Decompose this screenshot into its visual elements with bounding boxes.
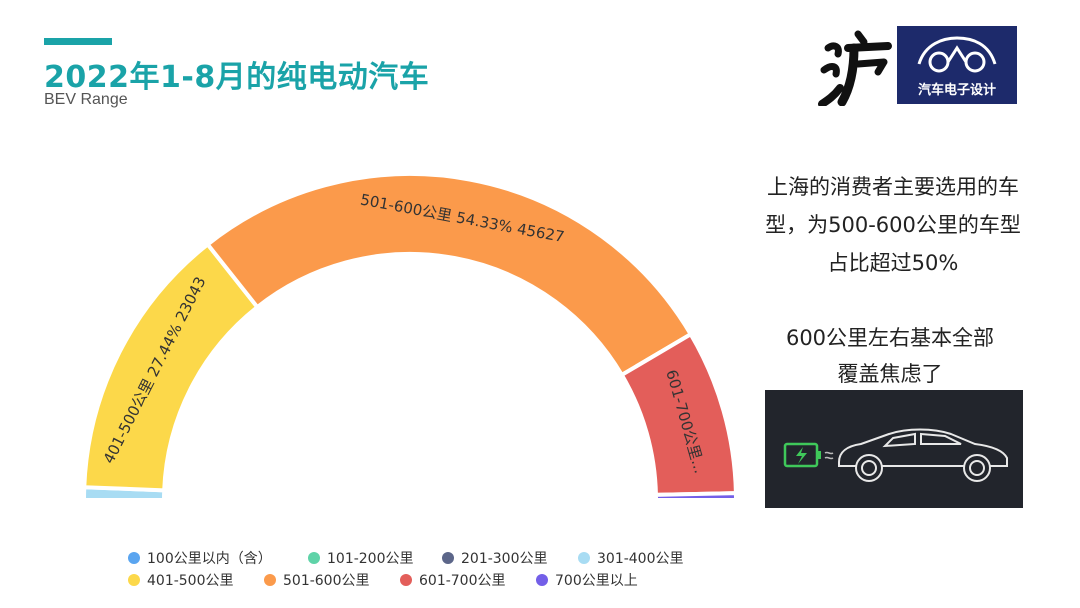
legend-item[interactable]: 501-600公里 [264,570,370,590]
sports-car-icon [838,428,1008,482]
legend-item[interactable]: 101-200公里 [308,548,414,568]
brand-logo: 汽车电子设计 [897,26,1017,104]
legend-label: 301-400公里 [597,551,684,567]
note1-line: 占比超过50% [827,251,959,275]
calligraphy-logo [818,30,892,106]
ev-charging-illustration [765,390,1023,508]
legend-label: 401-500公里 [147,573,234,589]
donut-slice[interactable] [653,491,739,502]
legend-swatch [578,552,590,564]
note2-line: 600公里左右基本全部 [785,326,995,350]
legend-item[interactable]: 601-700公里 [400,570,506,590]
legend-item[interactable]: 700公里以上 [536,570,638,590]
legend-swatch [264,574,276,586]
legend-swatch [308,552,320,564]
insight-note-2: 600公里左右基本全部 覆盖焦虑了 [760,320,1020,392]
legend-swatch [400,574,412,586]
legend-swatch [442,552,454,564]
page-title: 2022年1-8月的纯电动汽车 [44,60,430,95]
legend-swatch [128,552,140,564]
legend-item[interactable]: 401-500公里 [128,570,234,590]
legend-label: 101-200公里 [327,551,414,567]
legend-item[interactable]: 201-300公里 [442,548,548,568]
logo-text: 汽车电子设计 [917,83,996,98]
note1-line: 型，为500-600公里的车型 [765,213,1021,237]
legend-label: 700公里以上 [555,573,638,589]
legend-item[interactable]: 301-400公里 [578,548,684,568]
insight-note-1: 上海的消费者主要选用的车 型，为500-600公里的车型 占比超过50% [738,168,1048,282]
legend-label: 100公里以内（含） [147,551,272,567]
car-outline-icon [917,36,997,73]
legend-label: 501-600公里 [283,573,370,589]
legend-swatch [128,574,140,586]
legend-label: 201-300公里 [461,551,548,567]
legend-label: 601-700公里 [419,573,506,589]
legend-item[interactable]: 100公里以内（含） [128,548,272,568]
donut-slice[interactable] [204,172,694,378]
lightning-icon [796,447,807,464]
title-accent-bar [44,38,112,45]
note2-line: 覆盖焦虑了 [837,362,943,386]
legend-swatch [536,574,548,586]
note1-line: 上海的消费者主要选用的车 [767,175,1019,199]
page-subtitle: BEV Range [44,91,128,108]
